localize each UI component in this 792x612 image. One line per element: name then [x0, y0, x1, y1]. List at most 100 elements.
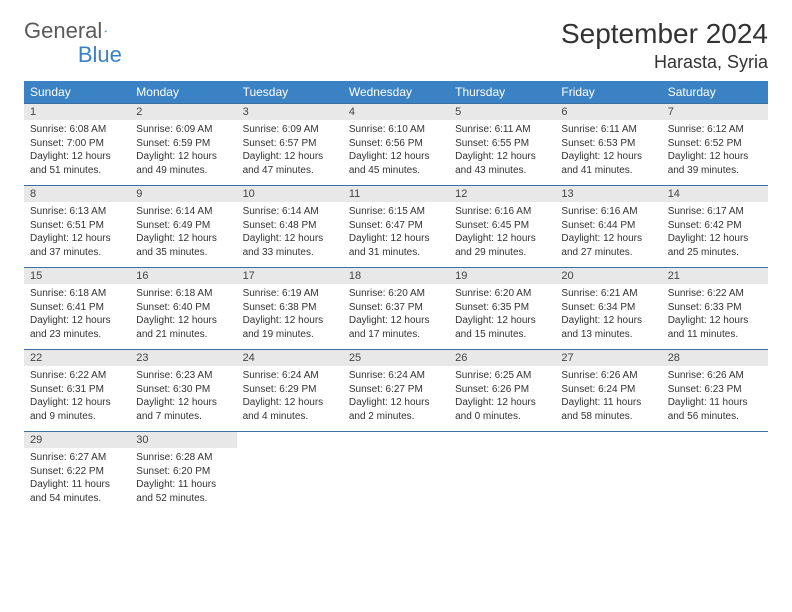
day-cell-21: 21Sunrise: 6:22 AMSunset: 6:33 PMDayligh… — [662, 268, 768, 350]
day-number: 11 — [343, 186, 449, 202]
day-header-saturday: Saturday — [662, 81, 768, 104]
day-number: 25 — [343, 350, 449, 366]
day-number: 14 — [662, 186, 768, 202]
day-cell-30: 30Sunrise: 6:28 AMSunset: 6:20 PMDayligh… — [130, 432, 236, 514]
day-number: 4 — [343, 104, 449, 120]
day-cell-27: 27Sunrise: 6:26 AMSunset: 6:24 PMDayligh… — [555, 350, 661, 432]
day-number: 23 — [130, 350, 236, 366]
week-row: 1Sunrise: 6:08 AMSunset: 7:00 PMDaylight… — [24, 104, 768, 186]
day-number: 24 — [237, 350, 343, 366]
day-cell-17: 17Sunrise: 6:19 AMSunset: 6:38 PMDayligh… — [237, 268, 343, 350]
week-row: 15Sunrise: 6:18 AMSunset: 6:41 PMDayligh… — [24, 268, 768, 350]
day-number: 17 — [237, 268, 343, 284]
day-cell-10: 10Sunrise: 6:14 AMSunset: 6:48 PMDayligh… — [237, 186, 343, 268]
week-row: 29Sunrise: 6:27 AMSunset: 6:22 PMDayligh… — [24, 432, 768, 514]
day-info: Sunrise: 6:08 AMSunset: 7:00 PMDaylight:… — [24, 120, 130, 185]
day-info: Sunrise: 6:14 AMSunset: 6:49 PMDaylight:… — [130, 202, 236, 267]
calendar-table: SundayMondayTuesdayWednesdayThursdayFrid… — [24, 81, 768, 513]
day-info: Sunrise: 6:26 AMSunset: 6:24 PMDaylight:… — [555, 366, 661, 431]
day-number: 12 — [449, 186, 555, 202]
day-info: Sunrise: 6:27 AMSunset: 6:22 PMDaylight:… — [24, 448, 130, 513]
week-row: 8Sunrise: 6:13 AMSunset: 6:51 PMDaylight… — [24, 186, 768, 268]
day-cell-24: 24Sunrise: 6:24 AMSunset: 6:29 PMDayligh… — [237, 350, 343, 432]
day-info: Sunrise: 6:26 AMSunset: 6:23 PMDaylight:… — [662, 366, 768, 431]
day-info: Sunrise: 6:22 AMSunset: 6:31 PMDaylight:… — [24, 366, 130, 431]
day-cell-18: 18Sunrise: 6:20 AMSunset: 6:37 PMDayligh… — [343, 268, 449, 350]
day-cell-2: 2Sunrise: 6:09 AMSunset: 6:59 PMDaylight… — [130, 104, 236, 186]
logo: General — [24, 18, 122, 44]
day-info: Sunrise: 6:16 AMSunset: 6:44 PMDaylight:… — [555, 202, 661, 267]
day-cell-23: 23Sunrise: 6:23 AMSunset: 6:30 PMDayligh… — [130, 350, 236, 432]
day-number: 29 — [24, 432, 130, 448]
day-cell-28: 28Sunrise: 6:26 AMSunset: 6:23 PMDayligh… — [662, 350, 768, 432]
month-title: September 2024 — [561, 18, 768, 50]
day-cell-8: 8Sunrise: 6:13 AMSunset: 6:51 PMDaylight… — [24, 186, 130, 268]
day-cell-25: 25Sunrise: 6:24 AMSunset: 6:27 PMDayligh… — [343, 350, 449, 432]
day-header-wednesday: Wednesday — [343, 81, 449, 104]
day-cell-19: 19Sunrise: 6:20 AMSunset: 6:35 PMDayligh… — [449, 268, 555, 350]
day-info: Sunrise: 6:14 AMSunset: 6:48 PMDaylight:… — [237, 202, 343, 267]
day-cell-12: 12Sunrise: 6:16 AMSunset: 6:45 PMDayligh… — [449, 186, 555, 268]
day-info: Sunrise: 6:17 AMSunset: 6:42 PMDaylight:… — [662, 202, 768, 267]
day-header-friday: Friday — [555, 81, 661, 104]
day-cell-3: 3Sunrise: 6:09 AMSunset: 6:57 PMDaylight… — [237, 104, 343, 186]
empty-cell — [555, 432, 661, 514]
day-number: 22 — [24, 350, 130, 366]
day-cell-26: 26Sunrise: 6:25 AMSunset: 6:26 PMDayligh… — [449, 350, 555, 432]
day-number: 19 — [449, 268, 555, 284]
day-info: Sunrise: 6:09 AMSunset: 6:59 PMDaylight:… — [130, 120, 236, 185]
day-cell-20: 20Sunrise: 6:21 AMSunset: 6:34 PMDayligh… — [555, 268, 661, 350]
title-block: September 2024 Harasta, Syria — [561, 18, 768, 73]
empty-cell — [662, 432, 768, 514]
day-info: Sunrise: 6:19 AMSunset: 6:38 PMDaylight:… — [237, 284, 343, 349]
day-number: 18 — [343, 268, 449, 284]
day-info: Sunrise: 6:21 AMSunset: 6:34 PMDaylight:… — [555, 284, 661, 349]
day-number: 7 — [662, 104, 768, 120]
day-number: 16 — [130, 268, 236, 284]
day-cell-4: 4Sunrise: 6:10 AMSunset: 6:56 PMDaylight… — [343, 104, 449, 186]
day-cell-16: 16Sunrise: 6:18 AMSunset: 6:40 PMDayligh… — [130, 268, 236, 350]
day-header-row: SundayMondayTuesdayWednesdayThursdayFrid… — [24, 81, 768, 104]
day-info: Sunrise: 6:16 AMSunset: 6:45 PMDaylight:… — [449, 202, 555, 267]
day-info: Sunrise: 6:11 AMSunset: 6:55 PMDaylight:… — [449, 120, 555, 185]
day-info: Sunrise: 6:18 AMSunset: 6:40 PMDaylight:… — [130, 284, 236, 349]
day-number: 8 — [24, 186, 130, 202]
day-cell-11: 11Sunrise: 6:15 AMSunset: 6:47 PMDayligh… — [343, 186, 449, 268]
day-info: Sunrise: 6:25 AMSunset: 6:26 PMDaylight:… — [449, 366, 555, 431]
logo-text-2-wrap: GeneBlue — [24, 42, 122, 68]
day-number: 10 — [237, 186, 343, 202]
day-info: Sunrise: 6:10 AMSunset: 6:56 PMDaylight:… — [343, 120, 449, 185]
day-cell-13: 13Sunrise: 6:16 AMSunset: 6:44 PMDayligh… — [555, 186, 661, 268]
day-info: Sunrise: 6:09 AMSunset: 6:57 PMDaylight:… — [237, 120, 343, 185]
header: General September 2024 Harasta, Syria — [24, 18, 768, 73]
empty-cell — [237, 432, 343, 514]
day-number: 27 — [555, 350, 661, 366]
day-number: 3 — [237, 104, 343, 120]
day-info: Sunrise: 6:24 AMSunset: 6:29 PMDaylight:… — [237, 366, 343, 431]
day-info: Sunrise: 6:12 AMSunset: 6:52 PMDaylight:… — [662, 120, 768, 185]
day-number: 21 — [662, 268, 768, 284]
logo-sail-icon — [104, 22, 107, 40]
location: Harasta, Syria — [561, 52, 768, 73]
day-info: Sunrise: 6:18 AMSunset: 6:41 PMDaylight:… — [24, 284, 130, 349]
day-number: 20 — [555, 268, 661, 284]
week-row: 22Sunrise: 6:22 AMSunset: 6:31 PMDayligh… — [24, 350, 768, 432]
day-info: Sunrise: 6:20 AMSunset: 6:35 PMDaylight:… — [449, 284, 555, 349]
day-info: Sunrise: 6:11 AMSunset: 6:53 PMDaylight:… — [555, 120, 661, 185]
day-number: 2 — [130, 104, 236, 120]
day-cell-15: 15Sunrise: 6:18 AMSunset: 6:41 PMDayligh… — [24, 268, 130, 350]
day-cell-22: 22Sunrise: 6:22 AMSunset: 6:31 PMDayligh… — [24, 350, 130, 432]
day-info: Sunrise: 6:15 AMSunset: 6:47 PMDaylight:… — [343, 202, 449, 267]
day-cell-6: 6Sunrise: 6:11 AMSunset: 6:53 PMDaylight… — [555, 104, 661, 186]
day-info: Sunrise: 6:13 AMSunset: 6:51 PMDaylight:… — [24, 202, 130, 267]
day-number: 1 — [24, 104, 130, 120]
day-number: 15 — [24, 268, 130, 284]
empty-cell — [449, 432, 555, 514]
day-number: 26 — [449, 350, 555, 366]
day-header-sunday: Sunday — [24, 81, 130, 104]
day-cell-29: 29Sunrise: 6:27 AMSunset: 6:22 PMDayligh… — [24, 432, 130, 514]
day-cell-1: 1Sunrise: 6:08 AMSunset: 7:00 PMDaylight… — [24, 104, 130, 186]
day-cell-14: 14Sunrise: 6:17 AMSunset: 6:42 PMDayligh… — [662, 186, 768, 268]
day-number: 9 — [130, 186, 236, 202]
day-info: Sunrise: 6:28 AMSunset: 6:20 PMDaylight:… — [130, 448, 236, 513]
